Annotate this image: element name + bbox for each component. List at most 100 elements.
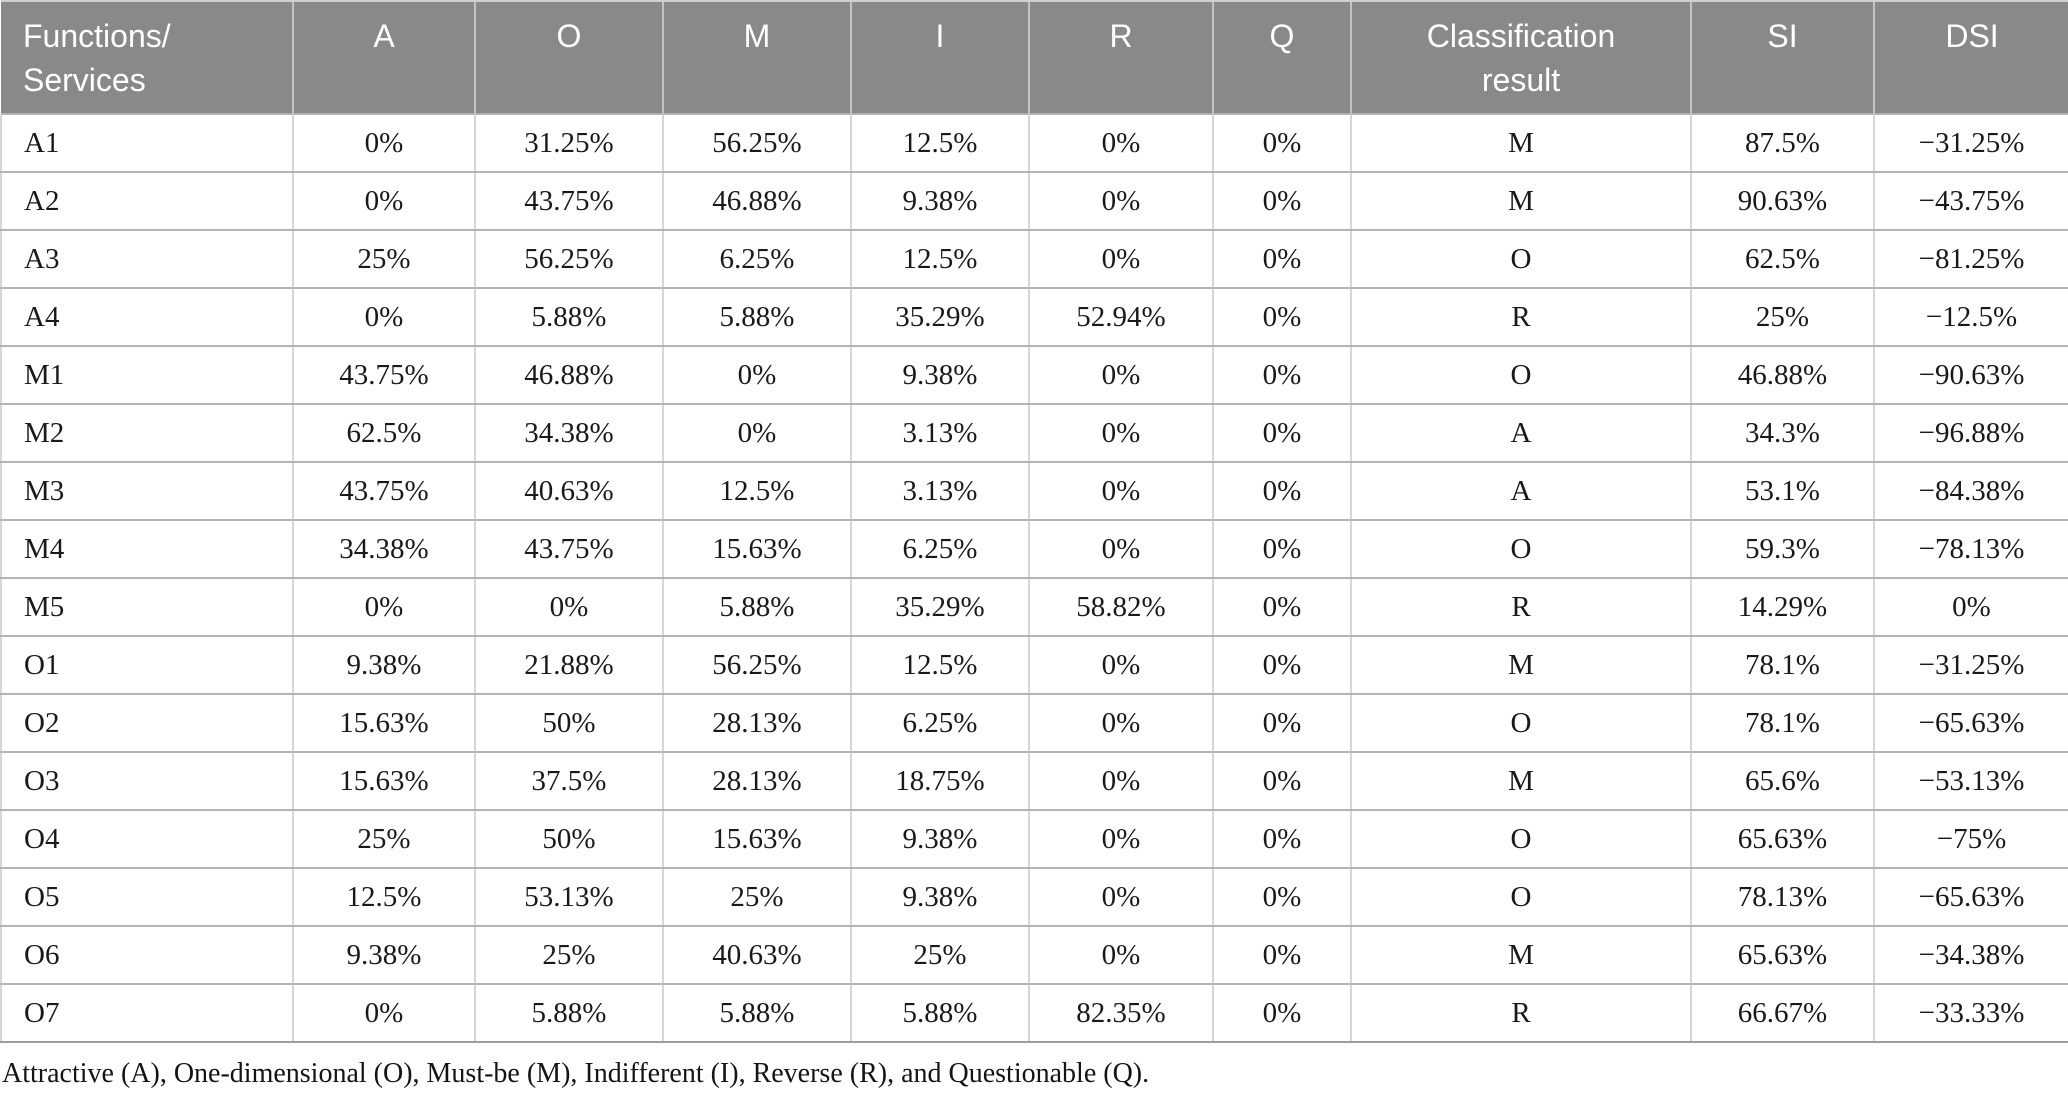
column-header-classification-result: Classification result (1350, 0, 1691, 114)
table-cell: 90.63% (1690, 171, 1875, 231)
table-cell: 0% (1212, 461, 1352, 521)
table-cell: 34.3% (1690, 403, 1875, 463)
table-cell: A (1350, 403, 1692, 463)
table-cell: 25% (1690, 287, 1875, 347)
table-cell: 0% (1028, 519, 1214, 579)
table-cell: R (1350, 577, 1692, 637)
table-cell: 62.5% (292, 403, 476, 463)
table-cell: 43.75% (474, 519, 664, 579)
table-cell: −96.88% (1873, 403, 2068, 463)
column-header-o: O (474, 0, 663, 114)
table-cell: 15.63% (662, 809, 852, 869)
table-cell: −65.63% (1873, 867, 2068, 927)
row-label: O1 (0, 635, 294, 695)
table-cell: 12.5% (292, 867, 476, 927)
column-header-si: SI (1690, 0, 1874, 114)
table-cell: −33.33% (1873, 983, 2068, 1043)
table-cell: 0% (1212, 925, 1352, 985)
table-cell: 0% (1212, 113, 1352, 173)
table-cell: 9.38% (850, 809, 1030, 869)
table-cell: 15.63% (292, 693, 476, 753)
table-row-a4: A4 0% 5.88% 5.88% 35.29% 52.94% 0% R 25% −12.5% (0, 287, 2068, 347)
table-cell: 53.1% (1690, 461, 1875, 521)
header-row: Functions/ Services A O M I R Q Classification … (1, 0, 2068, 114)
table-cell: 43.75% (474, 171, 664, 231)
table-cell: 87.5% (1690, 113, 1875, 173)
table-cell: 0% (474, 577, 664, 637)
table-cell: A (1350, 461, 1692, 521)
row-label: M3 (0, 461, 294, 521)
table-row-m2: M2 62.5% 34.38% 0% 3.13% 0% 0% A 34.3% −96.88% (0, 403, 2068, 463)
table-cell: 35.29% (850, 287, 1030, 347)
table-cell: 0% (292, 113, 476, 173)
table-cell: 0% (1212, 229, 1352, 289)
column-header-r: R (1028, 0, 1213, 114)
row-label: O6 (0, 925, 294, 985)
table-header: Functions/ Services A O M I R Q Classification … (1, 0, 2068, 114)
table-cell: 37.5% (474, 751, 664, 811)
table-cell: 9.38% (850, 867, 1030, 927)
table-cell: M (1350, 171, 1692, 231)
table-cell: 0% (1873, 577, 2068, 637)
table-row-m4: M4 34.38% 43.75% 15.63% 6.25% 0% 0% O 59.3% −78.1… (0, 519, 2068, 579)
table-cell: 65.63% (1690, 809, 1875, 869)
row-label: A2 (0, 171, 294, 231)
table-cell: 0% (1028, 229, 1214, 289)
table-cell: 0% (1212, 577, 1352, 637)
table-cell: 0% (1028, 809, 1214, 869)
table-cell: 0% (292, 171, 476, 231)
column-header-m: M (662, 0, 851, 114)
column-header-i: I (850, 0, 1029, 114)
table-cell: 15.63% (662, 519, 852, 579)
table-cell: R (1350, 983, 1692, 1043)
table-cell: 0% (1028, 751, 1214, 811)
row-label: O3 (0, 751, 294, 811)
table-cell: 78.1% (1690, 693, 1875, 753)
table-cell: 50% (474, 809, 664, 869)
table-cell: 9.38% (292, 635, 476, 695)
table-cell: 59.3% (1690, 519, 1875, 579)
table-cell: 6.25% (662, 229, 852, 289)
table-cell: 25% (292, 809, 476, 869)
table-cell: 34.38% (474, 403, 664, 463)
table-row-o6: O6 9.38% 25% 40.63% 25% 0% 0% M 65.63% −34.38% (0, 925, 2068, 985)
table-cell: 5.88% (662, 983, 852, 1043)
table-cell: 40.63% (662, 925, 852, 985)
row-label: M4 (0, 519, 294, 579)
table-cell: 9.38% (850, 345, 1030, 405)
table-cell: 0% (292, 287, 476, 347)
column-header-dsi: DSI (1873, 0, 2068, 114)
table-row-o5: O5 12.5% 53.13% 25% 9.38% 0% 0% O 78.13% −65.63% (0, 867, 2068, 927)
table-cell: 78.13% (1690, 867, 1875, 927)
table-cell: 43.75% (292, 461, 476, 521)
table-cell: 5.88% (850, 983, 1030, 1043)
table-cell: 3.13% (850, 403, 1030, 463)
table-cell: O (1350, 229, 1692, 289)
row-label: M5 (0, 577, 294, 637)
table-cell: 46.88% (1690, 345, 1875, 405)
table-cell: 56.25% (474, 229, 664, 289)
row-label: A1 (0, 113, 294, 173)
table-cell: 5.88% (474, 983, 664, 1043)
table-cell: 25% (850, 925, 1030, 985)
table-cell: 0% (1028, 867, 1214, 927)
table-cell: 6.25% (850, 519, 1030, 579)
table-cell: 15.63% (292, 751, 476, 811)
table-row-m5: M5 0% 0% 5.88% 35.29% 58.82% 0% R 14.29% 0% (0, 577, 2068, 637)
table-cell: R (1350, 287, 1692, 347)
table-cell: 28.13% (662, 693, 852, 753)
table-cell: 0% (1212, 345, 1352, 405)
table-cell: 0% (1028, 925, 1214, 985)
table-cell: 40.63% (474, 461, 664, 521)
table-cell: O (1350, 867, 1692, 927)
row-label: O4 (0, 809, 294, 869)
table-cell: 0% (1028, 403, 1214, 463)
table-row-o3: O3 15.63% 37.5% 28.13% 18.75% 0% 0% M 65.6% −53.1… (0, 751, 2068, 811)
table-cell: −31.25% (1873, 113, 2068, 173)
table-cell: 9.38% (850, 171, 1030, 231)
table-cell: 52.94% (1028, 287, 1214, 347)
table-cell: 0% (1212, 635, 1352, 695)
table-cell: 14.29% (1690, 577, 1875, 637)
table-cell: 34.38% (292, 519, 476, 579)
table-cell: −81.25% (1873, 229, 2068, 289)
